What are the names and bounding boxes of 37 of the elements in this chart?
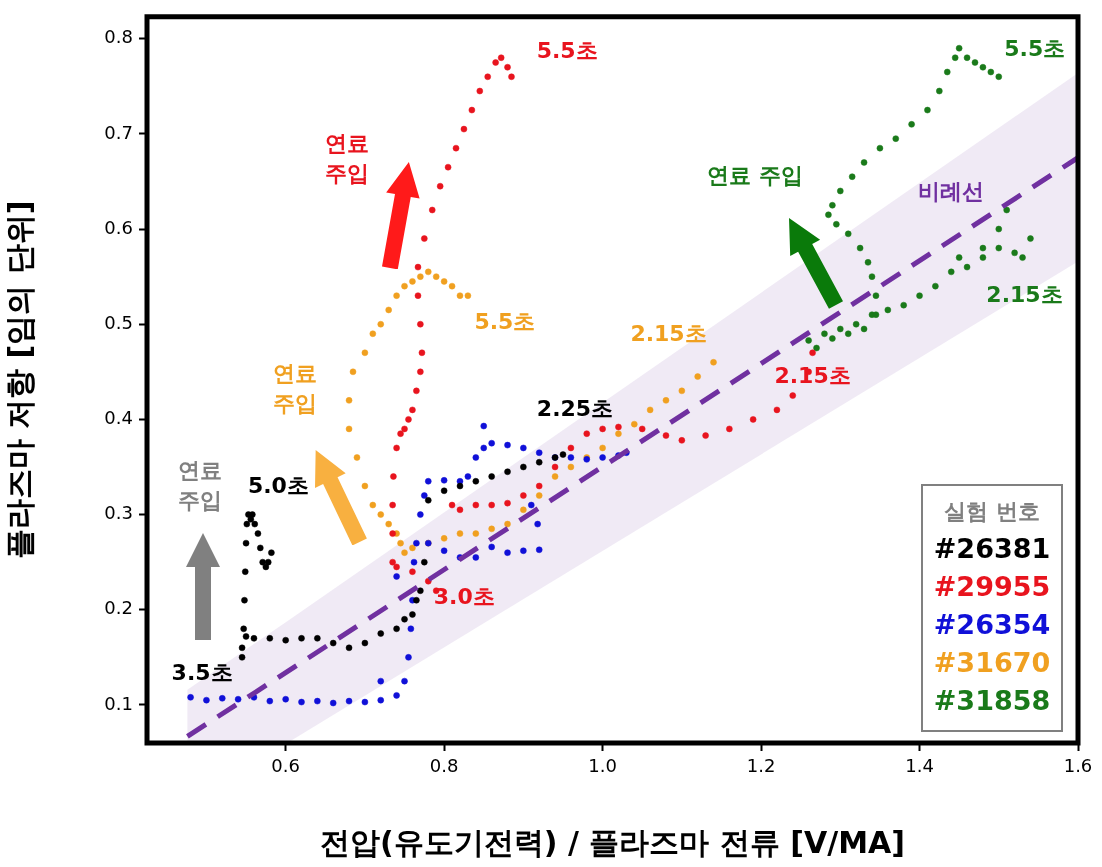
annotation: 2.25초 bbox=[536, 396, 614, 422]
annotation: 5.5초 bbox=[536, 38, 598, 64]
annotation: 3.5초 bbox=[171, 660, 233, 686]
x-axis-title: 전압(유도기전력) / 플라즈마 전류 [V/MA] bbox=[320, 824, 905, 860]
annotation: 연료 주입 bbox=[273, 360, 317, 416]
text: #26354 bbox=[933, 609, 1051, 641]
annotation: 연료 주입 bbox=[707, 162, 803, 188]
y-tick-label: 0.7 bbox=[104, 121, 133, 143]
annotation: 비례선 bbox=[917, 179, 984, 205]
annotation: 3.0초 bbox=[433, 584, 495, 610]
y-tick-label: 0.2 bbox=[104, 597, 133, 619]
annotation: 5.5초 bbox=[474, 309, 536, 335]
y-axis-title: 플라즈마 저항 [임의 단위] bbox=[1, 200, 37, 560]
annotation: 2.15초 bbox=[630, 321, 707, 347]
annotation: 5.5초 bbox=[1004, 36, 1066, 62]
y-tick-label: 0.8 bbox=[104, 26, 133, 48]
annotation: 5.0초 bbox=[247, 473, 309, 499]
annotation: 2.15초 bbox=[774, 363, 851, 389]
annotation: 연료 주입 bbox=[178, 457, 222, 513]
y-tick-label: 0.4 bbox=[104, 407, 133, 429]
y-tick-label: 0.3 bbox=[104, 502, 133, 524]
x-tick-label: 0.8 bbox=[429, 755, 459, 777]
text: #31858 bbox=[933, 685, 1051, 717]
y-tick-label: 0.5 bbox=[104, 311, 133, 333]
annotation: 2.15초 bbox=[986, 282, 1063, 308]
x-tick-label: 1.6 bbox=[1063, 755, 1093, 777]
text: #31670 bbox=[933, 647, 1051, 679]
annotation: 연료 주입 bbox=[325, 130, 369, 186]
y-tick-label: 0.6 bbox=[104, 216, 133, 238]
text: #26381 bbox=[933, 533, 1051, 565]
y-tick-label: 0.1 bbox=[104, 692, 133, 714]
x-tick-label: 1.2 bbox=[746, 755, 776, 777]
x-tick-label: 1.0 bbox=[588, 755, 617, 777]
legend-title: 실험 번호 bbox=[944, 498, 1040, 524]
text: #29955 bbox=[933, 571, 1051, 603]
x-tick-label: 0.6 bbox=[271, 755, 300, 777]
x-tick-label: 1.4 bbox=[905, 755, 934, 777]
